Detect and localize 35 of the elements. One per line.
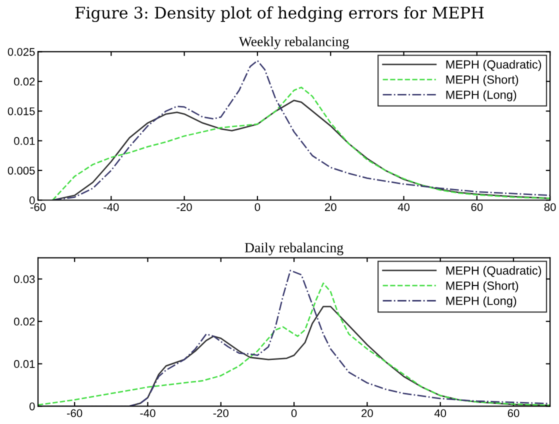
x-tick-label: -60 (67, 409, 82, 418)
chart-title: Weekly rebalancing (238, 36, 349, 50)
x-tick-label: -20 (213, 409, 228, 418)
y-tick-label: 0.02 (14, 78, 35, 86)
x-tick-label: 40 (398, 203, 410, 212)
legend-label: MEPH (Long) (446, 90, 516, 102)
caption: Figure 3: Density plot of hedging errors for MEPH (75, 6, 484, 22)
legend-label: MEPH (Short) (446, 75, 518, 86)
y-tick-label: 0 (29, 196, 35, 204)
legend-label: MEPH (Quadratic) (446, 266, 542, 278)
chart-title: Daily rebalancing (244, 242, 344, 256)
y-tick-label: 0.025 (8, 48, 35, 56)
x-tick-label: 80 (544, 203, 556, 212)
line-series (52, 60, 550, 200)
x-tick-label: -20 (176, 203, 192, 212)
y-tick-label: 0.01 (14, 137, 35, 145)
y-tick-label: 0.005 (8, 166, 35, 175)
x-tick-label: 0 (291, 409, 297, 418)
y-tick-label: 0.015 (8, 107, 35, 116)
x-tick-label: 40 (434, 409, 446, 418)
y-tick-label: 0.02 (14, 318, 35, 326)
legend-label: MEPH (Short) (446, 281, 518, 292)
y-tick-label: 0.03 (14, 275, 35, 284)
x-tick-label: 0 (254, 203, 260, 212)
x-tick-label: 20 (362, 409, 373, 418)
y-tick-label: 0.01 (14, 360, 35, 368)
legend-label: MEPH (Long) (446, 296, 516, 308)
x-tick-label: -60 (30, 203, 46, 212)
legend-label: MEPH (Quadratic) (446, 60, 542, 71)
x-tick-label: 20 (324, 203, 336, 212)
x-tick-label: -40 (104, 203, 119, 212)
y-tick-label: 0 (29, 402, 35, 410)
x-tick-label: 60 (508, 409, 520, 418)
x-tick-label: -40 (140, 409, 156, 418)
x-tick-label: 60 (471, 203, 483, 212)
